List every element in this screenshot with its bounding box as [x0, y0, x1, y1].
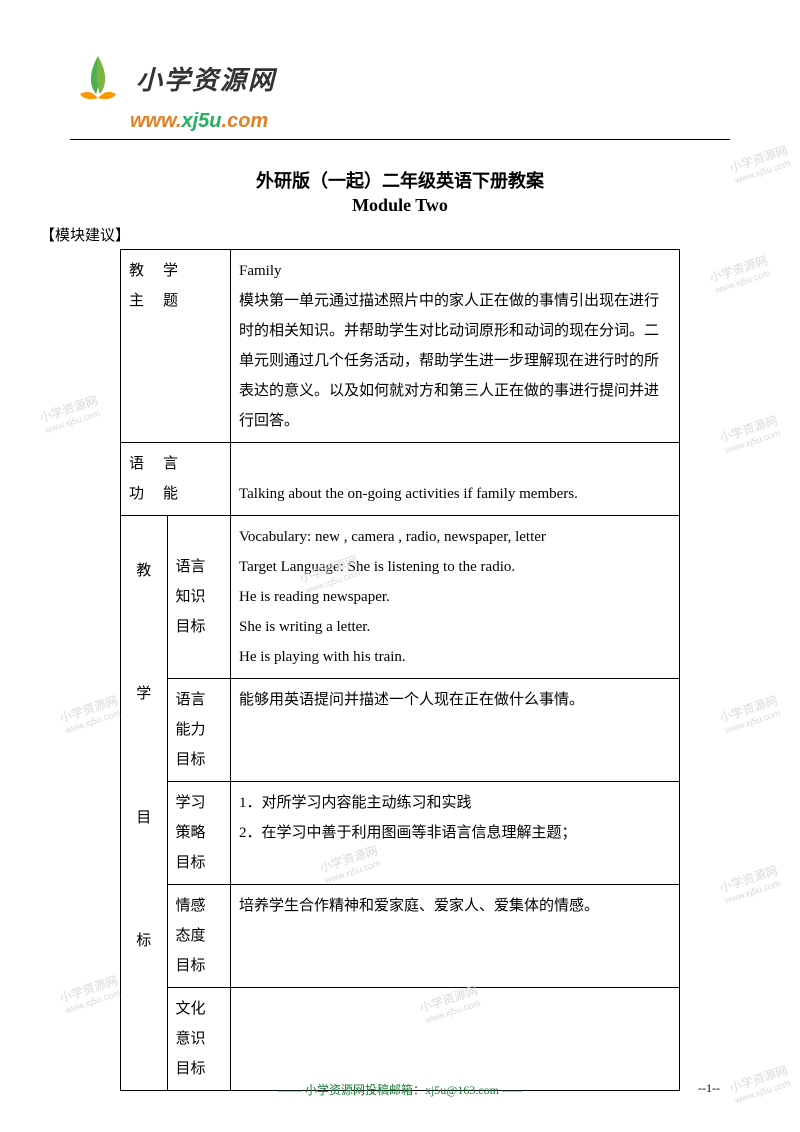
table-row: 语 言 功 能 Talking about the on-going activ… — [121, 443, 680, 516]
topic-text: Family 模块第一单元通过描述照片中的家人正在做的事情引出现在进行时的相关知… — [239, 263, 659, 429]
table-row: 情感 态度 目标 培养学生合作精神和爱家庭、爱家人、爱集体的情感。 — [121, 885, 680, 988]
biglabel-char: 教 — [136, 556, 151, 586]
doc-subtitle: Module Two — [70, 195, 730, 216]
cell-affect-content: 培养学生合作精神和爱家庭、爱家人、爱集体的情感。 — [231, 885, 680, 988]
cell-lang-knowledge-content: Vocabulary: new , camera , radio, newspa… — [231, 516, 680, 679]
page-footer: ------ 小学资源网投稿邮箱：xj5u@163.com ----- --1-… — [0, 1081, 800, 1098]
table-row: 文化 意识 目标 — [121, 988, 680, 1091]
watermark: 小学资源网www.xj5u.com — [57, 971, 122, 1015]
watermark: 小学资源网www.xj5u.com — [717, 411, 782, 455]
section-label: 【模块建议】 — [40, 224, 730, 245]
watermark: 小学资源网www.xj5u.com — [727, 141, 792, 185]
logo-url: www.xj5u.com — [130, 110, 730, 133]
biglabel-char: 目 — [136, 803, 151, 833]
cell-culture-label: 文化 意识 目标 — [167, 988, 230, 1091]
footer-text: ------ 小学资源网投稿邮箱：xj5u@163.com ----- — [278, 1083, 522, 1097]
logo-cn-text: 小学资源网 — [136, 60, 276, 97]
watermark: 小学资源网www.xj5u.com — [717, 861, 782, 905]
table-row: 学习 策略 目标 1．对所学习内容能主动练习和实践 2．在学习中善于利用图画等非… — [121, 782, 680, 885]
cell-lang-ability-content: 能够用英语提问并描述一个人现在正在做什么事情。 — [231, 679, 680, 782]
lesson-plan-table: 教 学 主 题 Family 模块第一单元通过描述照片中的家人正在做的事情引出现… — [120, 249, 680, 1091]
cell-lang-ability-label: 语言 能力 目标 — [167, 679, 230, 782]
cell-topic-label: 教 学 主 题 — [121, 250, 231, 443]
cell-strategy-content: 1．对所学习内容能主动练习和实践 2．在学习中善于利用图画等非语言信息理解主题； — [231, 782, 680, 885]
watermark: 小学资源网www.xj5u.com — [717, 691, 782, 735]
cell-culture-content — [231, 988, 680, 1091]
site-logo: 小学资源网 — [70, 50, 730, 106]
cell-strategy-label: 学习 策略 目标 — [167, 782, 230, 885]
watermark: 小学资源网www.xj5u.com — [707, 251, 772, 295]
table-row: 教 学 目 标 语言 知识 目标 Vocabulary: new , camer… — [121, 516, 680, 679]
watermark: 小学资源网www.xj5u.com — [37, 391, 102, 435]
cell-function-label: 语 言 功 能 — [121, 443, 231, 516]
biglabel-char: 标 — [136, 926, 151, 956]
leaf-icon — [70, 50, 126, 106]
cell-function-content: Talking about the on-going activities if… — [231, 443, 680, 516]
cell-affect-label: 情感 态度 目标 — [167, 885, 230, 988]
table-row: 教 学 主 题 Family 模块第一单元通过描述照片中的家人正在做的事情引出现… — [121, 250, 680, 443]
biglabel-char: 学 — [136, 679, 151, 709]
page-number: --1-- — [698, 1081, 720, 1096]
table-row: 语言 能力 目标 能够用英语提问并描述一个人现在正在做什么事情。 — [121, 679, 680, 782]
watermark: 小学资源网www.xj5u.com — [57, 691, 122, 735]
cell-topic-content: Family 模块第一单元通过描述照片中的家人正在做的事情引出现在进行时的相关知… — [231, 250, 680, 443]
header-divider — [70, 139, 730, 140]
doc-title: 外研版（一起）二年级英语下册教案 — [70, 168, 730, 195]
cell-objectives-biglabel: 教 学 目 标 — [121, 516, 168, 1091]
cell-lang-knowledge-label: 语言 知识 目标 — [167, 516, 230, 679]
